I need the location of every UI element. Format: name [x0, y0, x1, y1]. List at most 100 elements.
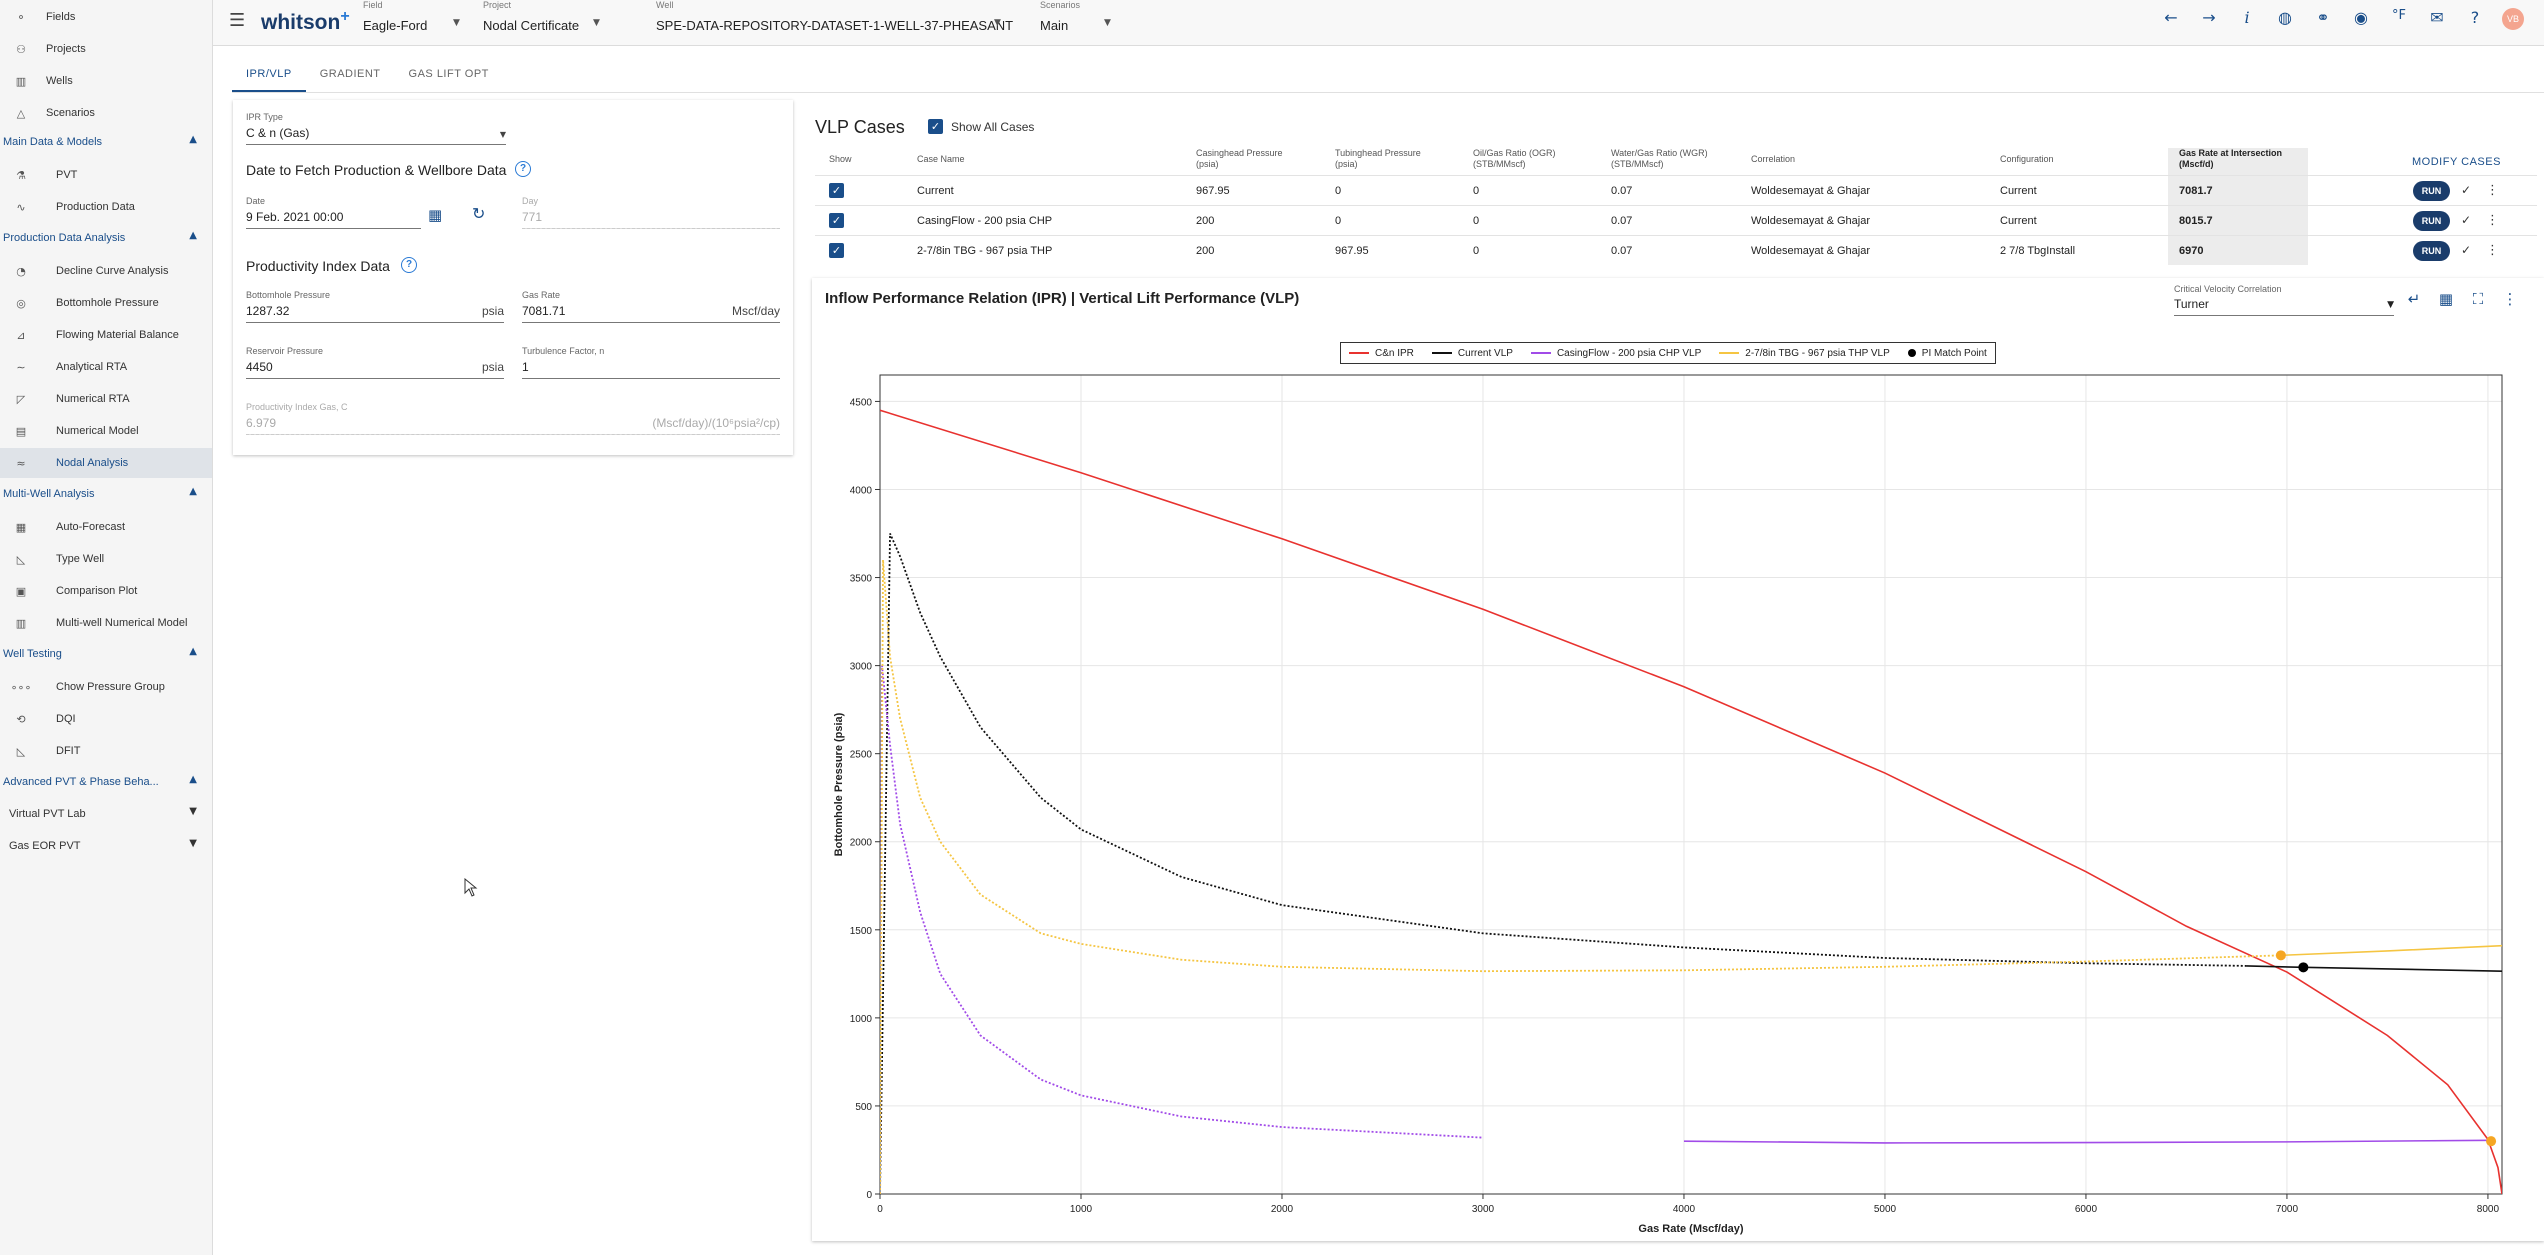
chevron-up-icon[interactable]: ▲ [189, 486, 197, 497]
sidebar-item-auto-forecast[interactable]: ▦ Auto-Forecast [0, 512, 212, 542]
feedback-icon[interactable]: ✉ [2430, 8, 2444, 27]
field-select[interactable]: Field Eagle-Ford ▼ [363, 0, 483, 46]
return-icon[interactable]: ↵ [2407, 290, 2421, 308]
chevron-down-icon[interactable]: ▼ [189, 838, 197, 849]
legend-item[interactable]: C&n IPR [1349, 348, 1414, 359]
check-icon[interactable]: ✓ [2461, 243, 2472, 257]
underline [246, 434, 780, 435]
help-icon[interactable]: ? [2470, 8, 2480, 27]
info-icon[interactable]: i [2244, 8, 2250, 27]
sidebar-item-numerical-rta[interactable]: ◸ Numerical RTA [0, 384, 212, 414]
calendar-search-icon[interactable]: ▦ [428, 206, 443, 224]
chevron-up-icon[interactable]: ▲ [189, 134, 197, 145]
line-chart-icon: ∿ [16, 200, 26, 214]
scenarios-value: Main [1040, 18, 1069, 33]
cell-correlation: Woldesemayat & Ghajar [1751, 215, 1871, 227]
col-header-case-name: Case Name [917, 154, 965, 164]
well-select[interactable]: Well SPE-DATA-REPOSITORY-DATASET-1-WELL-… [656, 0, 1016, 46]
critical-velocity-correlation-select[interactable]: Critical Velocity Correlation Turner ▼ [2174, 284, 2394, 316]
sidebar-item-bottomhole-pressure[interactable]: ◎ Bottomhole Pressure [0, 288, 212, 318]
sidebar-item-nodal-analysis[interactable]: ≈ Nodal Analysis [0, 448, 212, 478]
show-all-cases-checkbox[interactable]: ✓ Show All Cases [928, 119, 1034, 134]
run-button[interactable]: RUN [2413, 181, 2450, 201]
sidebar-section-1[interactable]: Production Data Analysis ▲ [0, 224, 212, 252]
temperature-unit-icon[interactable]: °F [2392, 8, 2406, 23]
legend-label: Current VLP [1457, 347, 1513, 359]
fit-screen-icon[interactable]: ⛶ [2472, 290, 2484, 308]
sidebar-section-0[interactable]: Main Data & Models ▲ [0, 128, 212, 156]
sidebar-subgroup-0[interactable]: Virtual PVT Lab ▼ [0, 800, 212, 828]
x-tick-label: 6000 [2075, 1204, 2098, 1215]
x-tick-label: 5000 [1874, 1204, 1897, 1215]
sidebar-section-3[interactable]: Well Testing ▲ [0, 640, 212, 668]
sidebar-item-comparison-plot[interactable]: ▣ Comparison Plot [0, 576, 212, 606]
sidebar-item-type-well[interactable]: ◺ Type Well [0, 544, 212, 574]
sidebar-section-2[interactable]: Multi-Well Analysis ▲ [0, 480, 212, 508]
y-tick-label: 1500 [850, 926, 873, 937]
underline [522, 378, 780, 379]
show-case-checkbox[interactable]: ✓ [829, 183, 844, 198]
scenarios-select[interactable]: Scenarios Main ▼ [1040, 0, 1120, 46]
sidebar-section-4[interactable]: Advanced PVT & Phase Beha... ▲ [0, 768, 212, 796]
chevron-up-icon[interactable]: ▲ [189, 774, 197, 785]
table-row: ✓ CasingFlow - 200 psia CHP 200 0 0 0.07 Wolde… [815, 205, 2537, 235]
link-icon[interactable]: ⚭ [2316, 8, 2330, 27]
refresh-icon[interactable]: ↻ [472, 204, 486, 223]
sidebar-item-dfit[interactable]: ◺ DFIT [0, 736, 212, 766]
x-tick-label: 2000 [1271, 1204, 1294, 1215]
sidebar-item-dqi[interactable]: ⟲ DQI [0, 704, 212, 734]
logo[interactable]: whitson+ [261, 8, 350, 34]
arrow-right-icon[interactable]: → [2202, 8, 2216, 27]
legend-item[interactable]: Current VLP [1431, 347, 1513, 359]
help-icon[interactable]: ? [515, 161, 531, 177]
sidebar-subgroup-1[interactable]: Gas EOR PVT ▼ [0, 832, 212, 860]
table-icon[interactable]: ▦ [2438, 290, 2454, 308]
sidebar-item-pvt[interactable]: ⚗ PVT [0, 160, 212, 190]
legend-item[interactable]: 2-7/8in TBG - 967 psia THP VLP [1719, 348, 1890, 359]
arrow-left-icon[interactable]: ← [2164, 8, 2178, 27]
underline [522, 322, 780, 323]
chevron-up-icon[interactable]: ▲ [189, 646, 197, 657]
sidebar-item-production-data[interactable]: ∿ Production Data [0, 192, 212, 222]
tab-gradient[interactable]: GRADIENT [319, 68, 381, 80]
chevron-up-icon[interactable]: ▲ [189, 230, 197, 241]
sidebar-section-title: Well Testing [3, 648, 62, 660]
avatar[interactable]: VB [2502, 8, 2524, 30]
more-vert-icon[interactable]: ⋮ [2486, 243, 2499, 258]
checkbox-checked-icon[interactable]: ✓ [928, 119, 943, 134]
sidebar-item-analytical-rta[interactable]: ∼ Analytical RTA [0, 352, 212, 382]
legend-item[interactable]: CasingFlow - 200 psia CHP VLP [1530, 348, 1701, 359]
show-case-checkbox[interactable]: ✓ [829, 213, 844, 228]
sidebar-item-label: Production Data [56, 201, 135, 213]
sidebar-item-decline-curve-analysis[interactable]: ◔ Decline Curve Analysis [0, 256, 212, 286]
bhp-label: Bottomhole Pressure [246, 290, 331, 300]
show-case-checkbox[interactable]: ✓ [829, 243, 844, 258]
ipr-vlp-chart[interactable]: 0 1000 2000 3000 4000 5000 6000 7000 8000 0 500 100… [812, 360, 2544, 1240]
modify-cases-button[interactable]: MODIFY CASES [2412, 156, 2501, 168]
menu-icon[interactable]: ☰ [229, 10, 246, 31]
account-icon[interactable]: ◉ [2354, 8, 2368, 27]
check-icon[interactable]: ✓ [2461, 183, 2472, 197]
sidebar-item-fields[interactable]: ⚬ Fields [0, 2, 212, 32]
sidebar-item-chow-pressure-group[interactable]: ∘∘∘ Chow Pressure Group [0, 672, 212, 702]
chevron-down-icon[interactable]: ▼ [189, 806, 197, 817]
cell-gas-rate: 8015.7 [2179, 215, 2213, 227]
sidebar-item-multi-well-numerical-model[interactable]: ▥ Multi-well Numerical Model [0, 608, 212, 638]
run-button[interactable]: RUN [2413, 211, 2450, 231]
sidebar-item-numerical-model[interactable]: ▤ Numerical Model [0, 416, 212, 446]
tab-gas-lift-opt[interactable]: GAS LIFT OPT [408, 68, 489, 80]
globe-icon[interactable]: ◍ [2278, 8, 2292, 27]
sidebar-item-flowing-material-balance[interactable]: ⊿ Flowing Material Balance [0, 320, 212, 350]
project-select[interactable]: Project Nodal Certificate ▼ [483, 0, 643, 46]
sidebar-item-wells[interactable]: ▥ Wells [0, 66, 212, 96]
help-icon[interactable]: ? [401, 257, 417, 273]
run-button[interactable]: RUN [2413, 241, 2450, 261]
more-vert-icon[interactable]: ⋮ [2502, 290, 2518, 308]
sidebar-item-scenarios[interactable]: △ Scenarios [0, 98, 212, 128]
check-icon[interactable]: ✓ [2461, 213, 2472, 227]
more-vert-icon[interactable]: ⋮ [2486, 183, 2499, 198]
legend-item[interactable]: PI Match Point [1907, 348, 1987, 359]
more-vert-icon[interactable]: ⋮ [2486, 213, 2499, 228]
tab-ipr-vlp[interactable]: IPR/VLP [232, 60, 306, 92]
sidebar-item-projects[interactable]: ⚇ Projects [0, 34, 212, 64]
